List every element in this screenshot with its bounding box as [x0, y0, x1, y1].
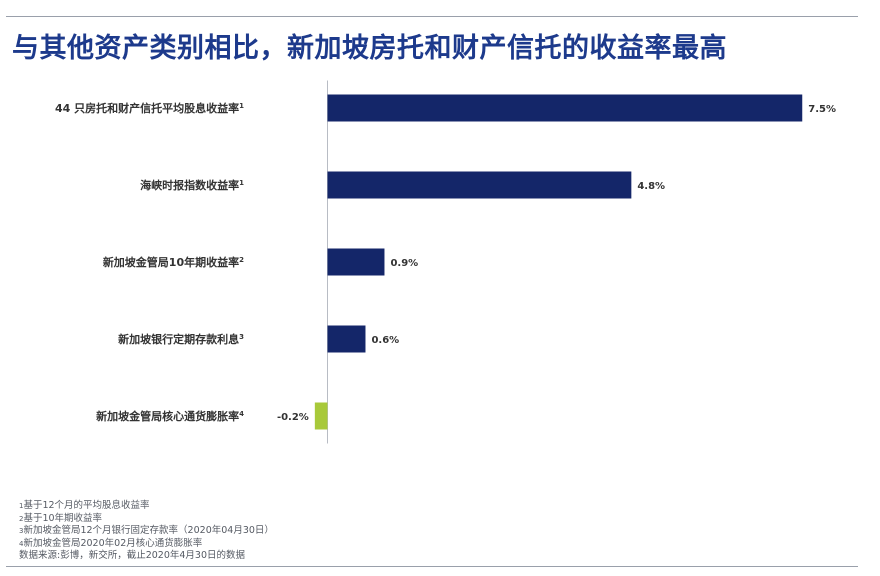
footnotes: 1基于12个月的平均股息收益率 2基于10年期收益率 3新加坡金管局12个月银行…	[19, 500, 274, 563]
value-label-2: 4.8%	[637, 181, 665, 192]
category-label-5: 新加坡金管局核心通货膨胀率4	[96, 409, 244, 423]
category-label-3: 新加坡金管局10年期收益率2	[103, 255, 244, 269]
value-label-4: 0.6%	[371, 335, 399, 346]
footnote-4: 4新加坡金管局2020年02月核心通货膨胀率	[19, 537, 203, 549]
top-divider	[6, 16, 858, 17]
bar-2	[327, 171, 632, 199]
bar-1	[327, 94, 803, 122]
value-label-5: -0.2%	[277, 412, 309, 423]
source-note: 数据来源:彭博，新交所，截止2020年4月30日的数据	[19, 550, 246, 561]
value-label-1: 7.5%	[808, 104, 836, 115]
page-title: 与其他资产类别相比，新加坡房托和财产信托的收益率最高	[12, 33, 727, 64]
category-label-2: 海峡时报指数收益率1	[140, 178, 244, 192]
category-label-4: 新加坡银行定期存款利息3	[118, 332, 244, 346]
category-label-1: 44 只房托和财产信托平均股息收益率1	[55, 101, 244, 115]
bar-chart: 7.5% 44 只房托和财产信托平均股息收益率1 4.8% 海峡时报指数收益率1 0.9…	[55, 80, 836, 444]
bar-5	[314, 402, 328, 430]
bar-4	[327, 325, 366, 353]
bar-3	[327, 248, 385, 276]
footnote-2: 2基于10年期收益率	[19, 512, 103, 524]
value-label-3: 0.9%	[390, 258, 418, 269]
footnote-3: 3新加坡金管局12个月银行固定存款率（2020年04月30日）	[19, 525, 274, 536]
bottom-divider	[6, 566, 858, 567]
footnote-1: 1基于12个月的平均股息收益率	[19, 500, 150, 511]
